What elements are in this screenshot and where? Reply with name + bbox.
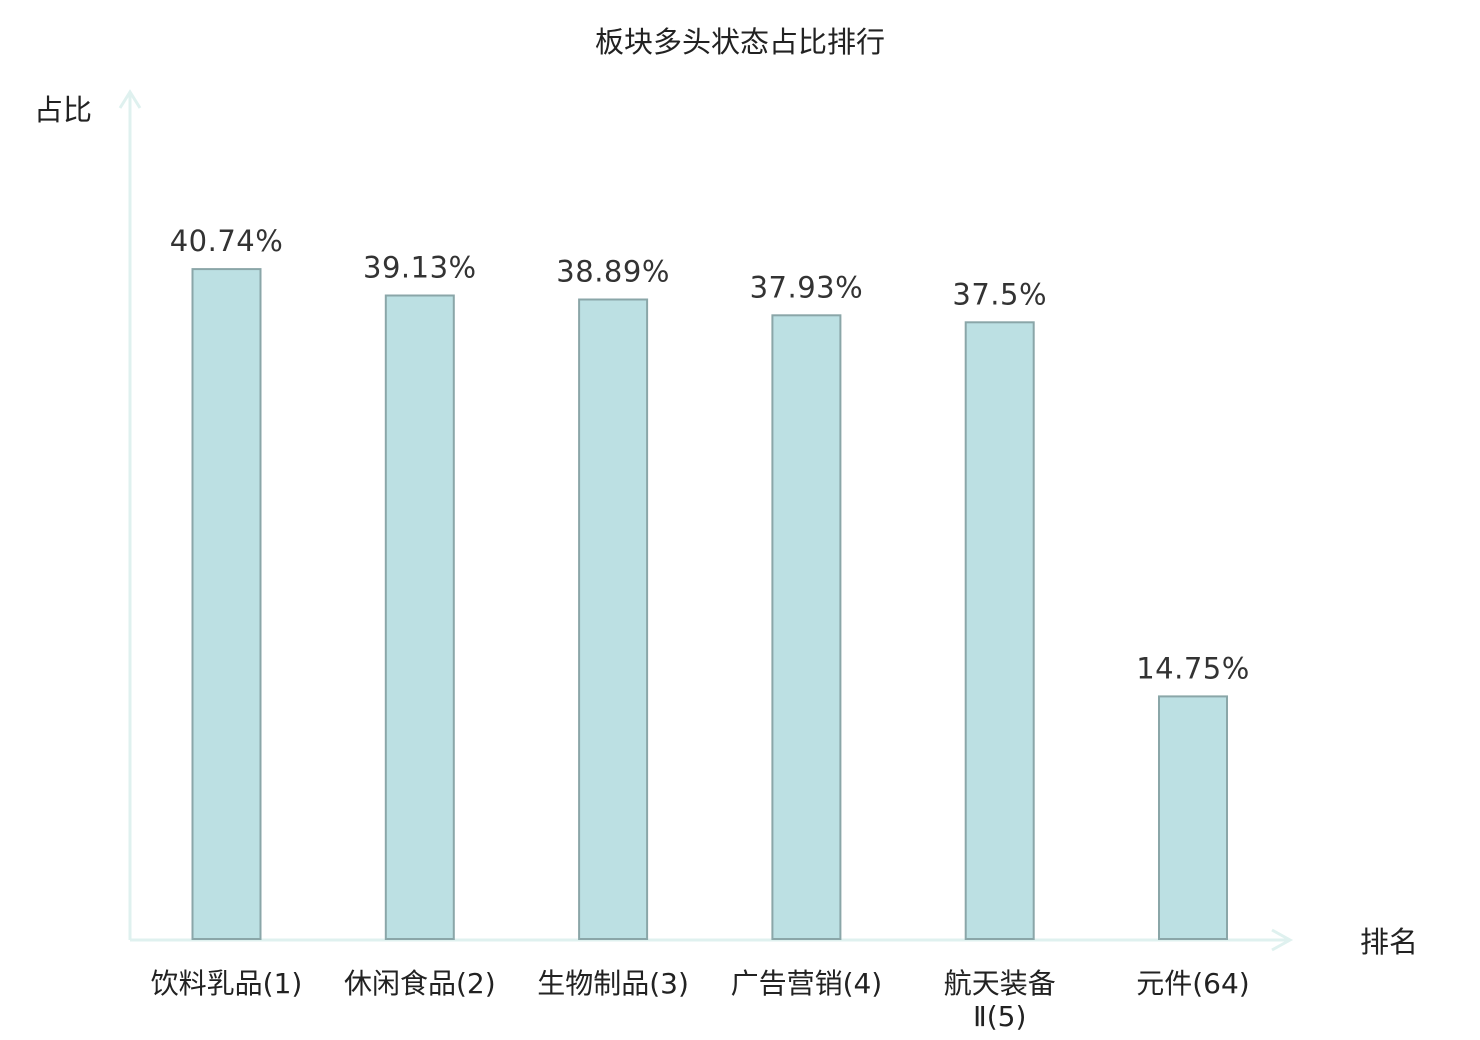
bar (771, 314, 842, 940)
category-labels-group: 饮料乳品(1) 休闲食品(2) 生物制品(3) 广告营销(4) 航天装备 Ⅱ(5) 元件(6… (151, 967, 1250, 1033)
bar-value-label: 38.89% (556, 255, 670, 289)
chart-title: 板块多头状态占比排行 (595, 25, 885, 59)
category-label-line: Ⅱ(5) (973, 1000, 1026, 1033)
y-axis-arrow-icon (118, 89, 142, 109)
bar (191, 268, 262, 941)
category-label-line: 休闲食品(2) (344, 967, 496, 1000)
bar (964, 321, 1035, 940)
bars-group (191, 268, 1228, 941)
bar-value-label: 14.75% (1136, 651, 1250, 685)
category-label: 广告营销(4) (731, 967, 883, 1000)
bar (384, 294, 455, 940)
bar-value-label: 37.93% (750, 270, 864, 304)
category-label-line: 广告营销(4) (731, 967, 883, 1000)
category-label-line: 元件(64) (1136, 967, 1249, 1000)
bar-value-label: 37.5% (952, 277, 1047, 311)
category-label: 饮料乳品(1) (151, 967, 303, 1000)
category-label: 航天装备 Ⅱ(5) (944, 967, 1056, 1033)
x-axis-label: 排名 (1360, 925, 1418, 959)
category-label-line: 航天装备 (944, 967, 1056, 1000)
bar (1158, 695, 1228, 941)
bar-value-label: 39.13% (363, 251, 477, 285)
bar (578, 298, 649, 940)
category-label: 生物制品(3) (537, 967, 689, 1000)
x-axis-arrow-icon (1271, 928, 1294, 952)
value-labels-group: 40.74% 39.13% 38.89% 37.93% 37.5% 14.75% (170, 224, 1250, 685)
y-axis-label: 占比 (34, 93, 92, 127)
category-label-line: 饮料乳品(1) (151, 967, 303, 1000)
bar-value-label: 40.74% (170, 224, 284, 258)
category-label: 元件(64) (1136, 967, 1249, 1000)
category-label-line: 生物制品(3) (537, 967, 689, 1000)
category-label: 休闲食品(2) (344, 967, 496, 1000)
